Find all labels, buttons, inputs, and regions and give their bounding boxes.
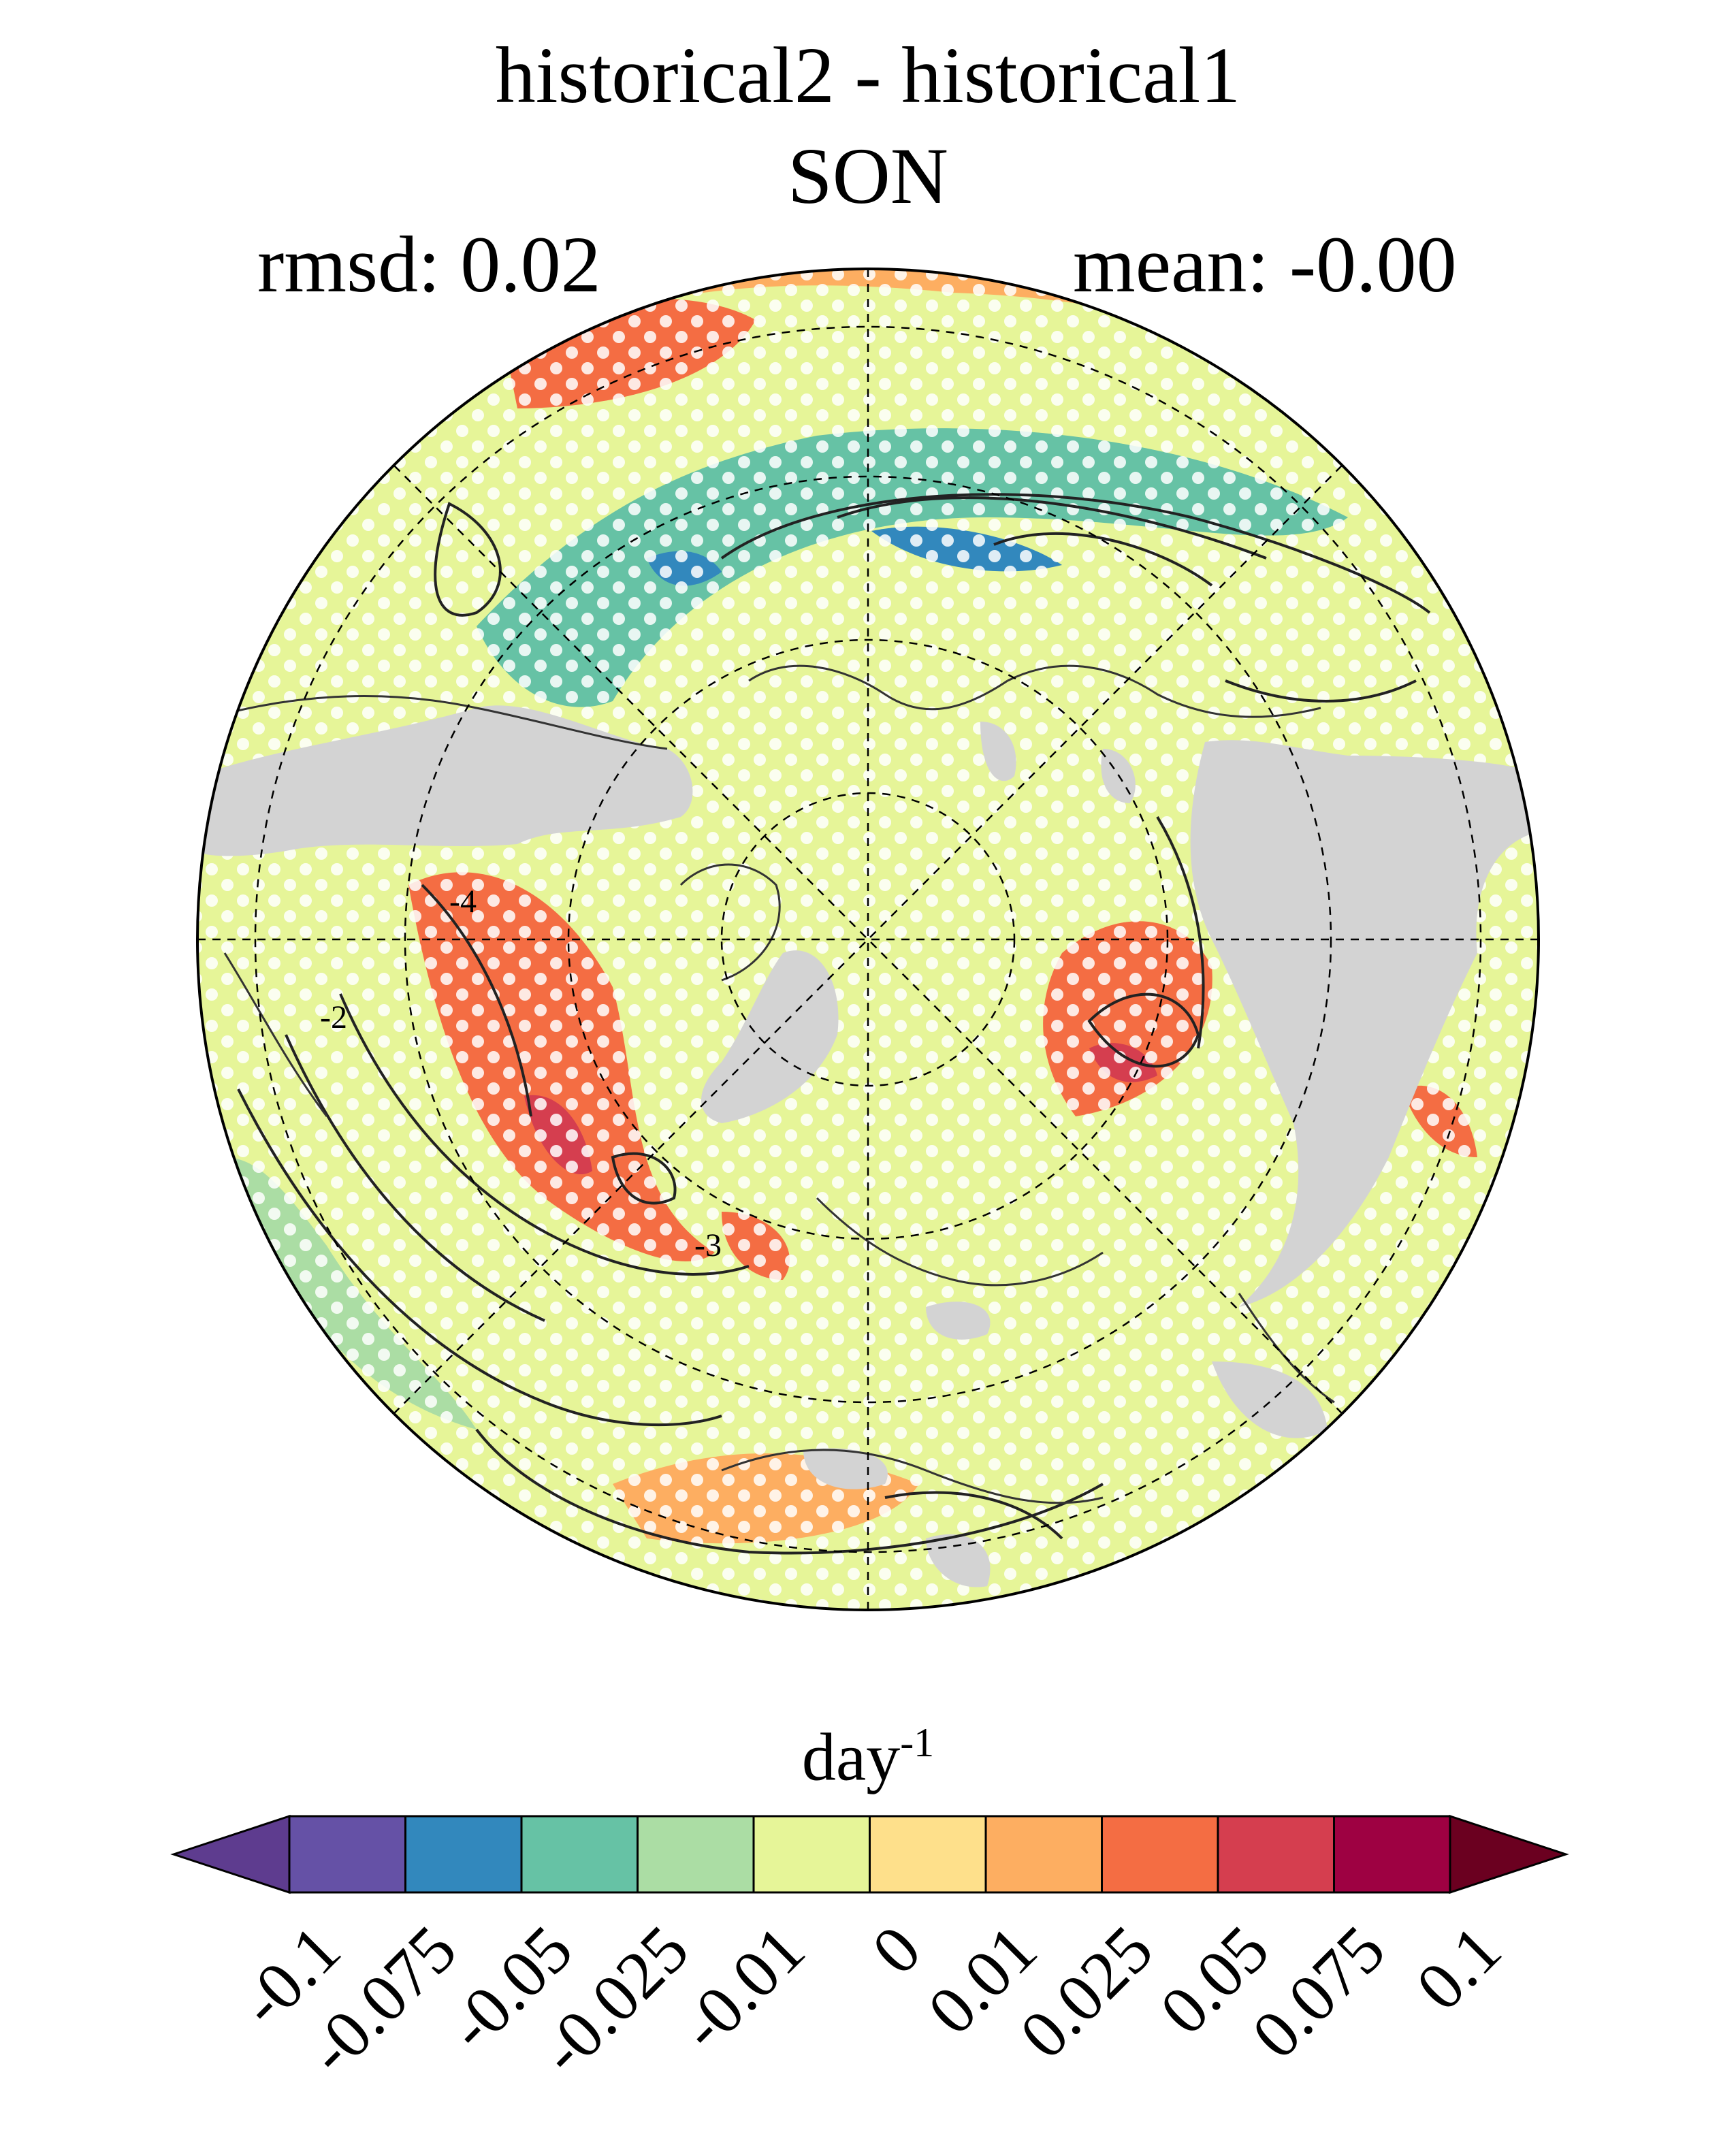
masked-greenland [701, 950, 839, 1123]
colorbar-tick-label: 0 [858, 1911, 935, 1988]
contour-line [720, 493, 1431, 614]
masked-region-west [197, 705, 693, 856]
colorbar-units: day-1 [801, 1719, 935, 1795]
contour-line [421, 884, 532, 1117]
contour-line [475, 1428, 1104, 1555]
masked-patch-4 [926, 1302, 991, 1340]
colorbar-extend-high [1449, 1814, 1569, 1894]
contour-line [884, 1491, 1063, 1540]
colorbar [170, 1814, 1569, 1894]
colorbar-swatch [288, 1815, 406, 1894]
colorbar-swatch [1217, 1815, 1335, 1894]
masked-patch-3 [1212, 1361, 1328, 1438]
contour-label: -2 [320, 999, 347, 1035]
contour-line [339, 993, 750, 1276]
contour-line [1156, 816, 1205, 1049]
contour-label: -3 [694, 1227, 722, 1263]
map-disk: -4 -2 -3 [197, 269, 1539, 1610]
contour-line [837, 496, 1267, 560]
latitude-circle [254, 325, 1482, 1553]
mean-stat: mean: -0.00 [1073, 220, 1457, 309]
colorbar-ticks: -0.1-0.075-0.05-0.025-0.01 00.010.0250.05… [225, 1911, 1515, 2088]
colorbar-swatch [404, 1815, 523, 1894]
contour-label: -4 [449, 884, 477, 920]
graticule [197, 269, 1539, 1610]
coastline [197, 695, 668, 750]
contour-line [434, 502, 502, 617]
colorbar-swatch [1333, 1815, 1451, 1894]
coastline [816, 1197, 1104, 1287]
contour-line [1225, 679, 1417, 703]
coastline [721, 1449, 1104, 1504]
colorbar-swatch [984, 1815, 1103, 1894]
contour-line [285, 1034, 545, 1322]
contour-line [237, 1088, 722, 1427]
colorbar-tick-label: 0.075 [1238, 1911, 1400, 2073]
coastline [679, 863, 781, 982]
latitude-circle [567, 639, 1169, 1240]
plot-title: historical2 - historical1 [495, 31, 1241, 120]
contour-line [1087, 993, 1200, 1068]
colorbar-swatch [637, 1815, 755, 1894]
map-border [196, 268, 1540, 1611]
coastline [1007, 664, 1321, 718]
coastline [223, 952, 328, 1117]
colorbar-swatch [869, 1815, 987, 1894]
colorbar-swatch [1101, 1815, 1219, 1894]
season-label: SON [787, 131, 949, 221]
contour-line [993, 532, 1213, 587]
colorbar-tick-label: -0.01 [665, 1911, 819, 2065]
contour-lines [237, 493, 1431, 1555]
colorbar-tick-label: 0.1 [1402, 1911, 1515, 2024]
colorbar-swatch [752, 1815, 871, 1894]
coastline [748, 664, 1008, 711]
masked-patch-1 [980, 722, 1016, 781]
colorbar-extend-low [170, 1814, 291, 1894]
colorbar-tick-label: 0.025 [1006, 1911, 1168, 2073]
masked-region-east [1190, 740, 1539, 1307]
latitude-circle [404, 475, 1332, 1404]
colorbar-swatch [520, 1815, 639, 1894]
rmsd-stat: rmsd: 0.02 [257, 220, 601, 309]
contour-line [611, 1152, 677, 1205]
masked-patch-5 [803, 1448, 888, 1489]
